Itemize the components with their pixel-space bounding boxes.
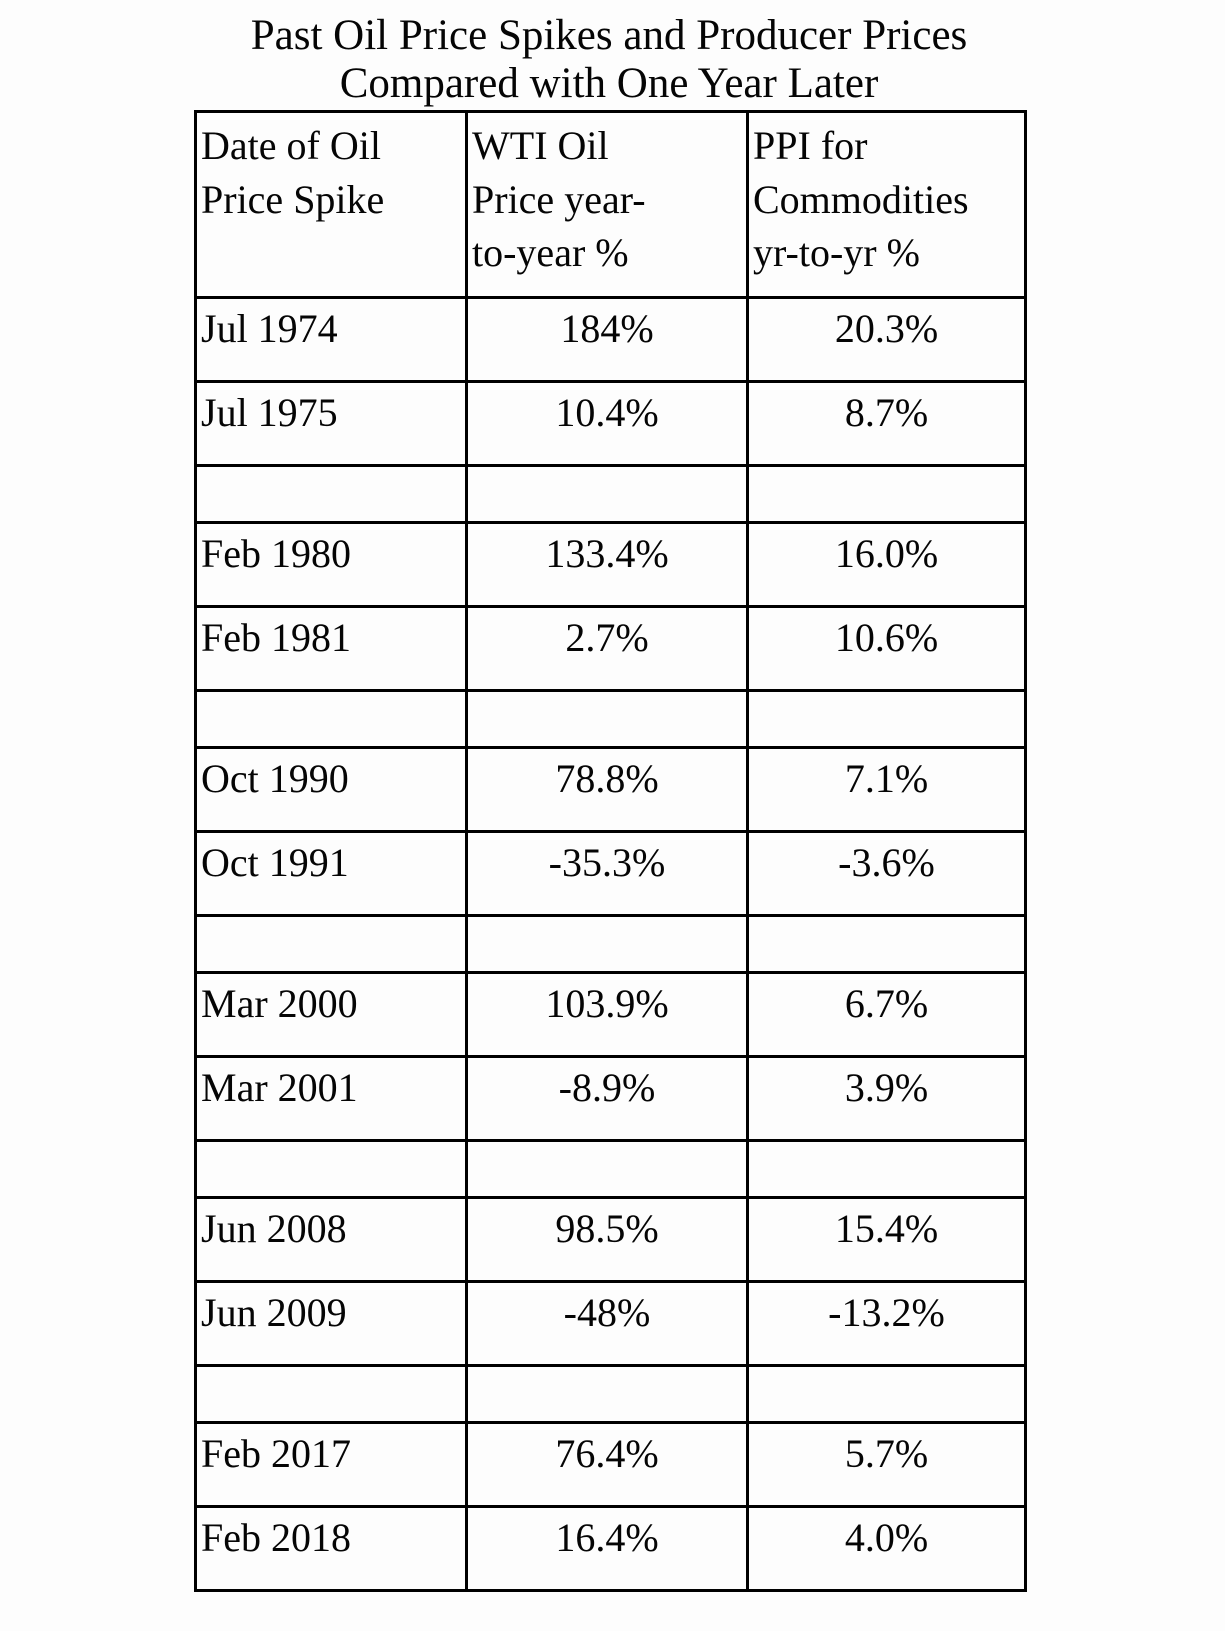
date-cell: Jul 1974 xyxy=(194,296,468,384)
wti-cell: 16.4% xyxy=(465,1505,749,1593)
ppi-cell: 5.7% xyxy=(746,1421,1027,1509)
ppi-cell xyxy=(746,1364,1027,1425)
date-cell: Feb 2017 xyxy=(194,1421,468,1509)
date-cell xyxy=(194,914,468,975)
date-cell: Mar 2000 xyxy=(194,971,468,1059)
date-cell: Jun 2009 xyxy=(194,1280,468,1368)
ppi-cell: 4.0% xyxy=(746,1505,1027,1593)
table-row: Jun 2008 98.5% 15.4% xyxy=(194,1196,1027,1284)
date-cell xyxy=(194,1139,468,1200)
ppi-cell: -3.6% xyxy=(746,830,1027,918)
wti-cell: -35.3% xyxy=(465,830,749,918)
ppi-cell xyxy=(746,464,1027,525)
page-title-line-1: Past Oil Price Spikes and Producer Price… xyxy=(250,12,968,59)
ppi-cell: 6.7% xyxy=(746,971,1027,1059)
wti-cell: 2.7% xyxy=(465,605,749,693)
wti-cell: 10.4% xyxy=(465,380,749,468)
date-cell: Mar 2001 xyxy=(194,1055,468,1143)
date-cell xyxy=(194,464,468,525)
oil-price-spikes-table: Date of Oil Price Spike WTI Oil Price ye… xyxy=(194,110,1027,1593)
wti-cell xyxy=(465,1139,749,1200)
column-header-date: Date of Oil Price Spike xyxy=(194,110,468,300)
date-cell: Jun 2008 xyxy=(194,1196,468,1284)
wti-cell: 98.5% xyxy=(465,1196,749,1284)
table-row: Jun 2009 -48% -13.2% xyxy=(194,1280,1027,1368)
wti-cell: 76.4% xyxy=(465,1421,749,1509)
column-header-ppi: PPI for Commodities yr-to-yr % xyxy=(746,110,1027,300)
table-row: Feb 1981 2.7% 10.6% xyxy=(194,605,1027,693)
table-row: Oct 1991 -35.3% -3.6% xyxy=(194,830,1027,918)
date-cell: Feb 1981 xyxy=(194,605,468,693)
ppi-cell xyxy=(746,914,1027,975)
page-title: Past Oil Price Spikes and Producer Price… xyxy=(194,0,1024,108)
ppi-cell: 15.4% xyxy=(746,1196,1027,1284)
table-row: Feb 2018 16.4% 4.0% xyxy=(194,1505,1027,1593)
ppi-cell: 10.6% xyxy=(746,605,1027,693)
date-cell: Oct 1991 xyxy=(194,830,468,918)
date-cell xyxy=(194,1364,468,1425)
ppi-cell: 16.0% xyxy=(746,521,1027,609)
wti-cell: 103.9% xyxy=(465,971,749,1059)
date-cell: Feb 2018 xyxy=(194,1505,468,1593)
wti-cell xyxy=(465,914,749,975)
ppi-cell: 7.1% xyxy=(746,746,1027,834)
ppi-cell xyxy=(746,689,1027,750)
spacer-row xyxy=(194,1139,1027,1200)
wti-cell: 133.4% xyxy=(465,521,749,609)
wti-cell: 184% xyxy=(465,296,749,384)
ppi-cell xyxy=(746,1139,1027,1200)
date-cell: Feb 1980 xyxy=(194,521,468,609)
table-row: Feb 2017 76.4% 5.7% xyxy=(194,1421,1027,1509)
date-cell xyxy=(194,689,468,750)
date-cell: Oct 1990 xyxy=(194,746,468,834)
ppi-cell: 3.9% xyxy=(746,1055,1027,1143)
spacer-row xyxy=(194,464,1027,525)
table-row: Mar 2000 103.9% 6.7% xyxy=(194,971,1027,1059)
table-row: Jul 1974 184% 20.3% xyxy=(194,296,1027,384)
date-cell: Jul 1975 xyxy=(194,380,468,468)
wti-cell: -48% xyxy=(465,1280,749,1368)
wti-cell xyxy=(465,1364,749,1425)
spacer-row xyxy=(194,1364,1027,1425)
column-header-wti: WTI Oil Price year- to-year % xyxy=(465,110,749,300)
table-row: Jul 1975 10.4% 8.7% xyxy=(194,380,1027,468)
wti-cell xyxy=(465,464,749,525)
ppi-cell: -13.2% xyxy=(746,1280,1027,1368)
ppi-cell: 8.7% xyxy=(746,380,1027,468)
table-row: Feb 1980 133.4% 16.0% xyxy=(194,521,1027,609)
spacer-row xyxy=(194,914,1027,975)
header-row: Date of Oil Price Spike WTI Oil Price ye… xyxy=(194,110,1027,300)
wti-cell xyxy=(465,689,749,750)
page-title-line-2: Compared with One Year Later xyxy=(339,60,879,108)
table-row: Oct 1990 78.8% 7.1% xyxy=(194,746,1027,834)
wti-cell: -8.9% xyxy=(465,1055,749,1143)
ppi-cell: 20.3% xyxy=(746,296,1027,384)
table-row: Mar 2001 -8.9% 3.9% xyxy=(194,1055,1027,1143)
spacer-row xyxy=(194,689,1027,750)
wti-cell: 78.8% xyxy=(465,746,749,834)
